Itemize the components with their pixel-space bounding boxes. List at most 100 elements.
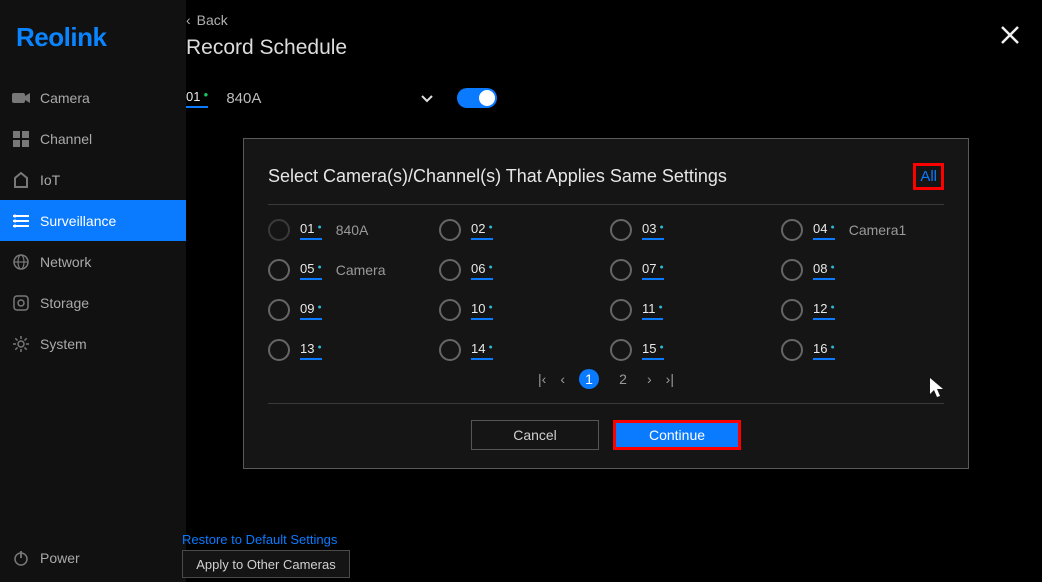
select-all-button[interactable]: All	[913, 163, 944, 190]
page-title: Record Schedule	[186, 36, 1042, 60]
status-dot-icon: ●	[659, 304, 663, 311]
sidebar-item-surveillance[interactable]: Surveillance	[0, 200, 186, 241]
divider	[268, 204, 944, 205]
camera-option[interactable]: 14●	[439, 339, 602, 361]
radio-icon	[781, 299, 803, 321]
status-dot-icon: ●	[830, 224, 834, 231]
radio-icon	[439, 259, 461, 281]
modal-actions: Cancel Continue	[268, 420, 944, 450]
sidebar-item-label: IoT	[40, 172, 60, 188]
page-first-button[interactable]: |‹	[538, 371, 546, 387]
back-button[interactable]: ‹ Back	[186, 12, 1042, 28]
close-button[interactable]	[1000, 24, 1020, 52]
camera-option[interactable]: 13●	[268, 339, 431, 361]
pagination: |‹ ‹ 1 2 › ›|	[268, 369, 944, 389]
channel-number: 05	[300, 261, 314, 276]
sidebar-power[interactable]: Power	[0, 534, 186, 582]
chevron-down-icon	[421, 95, 433, 103]
radio-icon	[610, 299, 632, 321]
status-dot-icon: ●	[830, 264, 834, 271]
camera-option[interactable]: 02●	[439, 219, 602, 241]
channel-number-badge: 09●	[300, 301, 322, 320]
sidebar: Reolink Camera Channel IoT Surveillance	[0, 0, 186, 582]
radio-icon	[268, 299, 290, 321]
channel-number-badge: 11●	[642, 301, 663, 320]
channel-number: 12	[813, 301, 827, 316]
radio-icon	[268, 259, 290, 281]
page-last-button[interactable]: ›|	[666, 371, 674, 387]
channel-number: 09	[300, 301, 314, 316]
camera-option[interactable]: 04● Camera1	[781, 219, 944, 241]
sidebar-item-label: System	[40, 336, 87, 352]
status-dot-icon: ●	[488, 344, 492, 351]
page-number[interactable]: 1	[579, 369, 599, 389]
camera-option[interactable]: 10●	[439, 299, 602, 321]
sidebar-item-channel[interactable]: Channel	[0, 118, 186, 159]
channel-number: 07	[642, 261, 656, 276]
channel-number: 08	[813, 261, 827, 276]
camera-option[interactable]: 11●	[610, 299, 773, 321]
channel-number: 04	[813, 221, 827, 236]
channel-number: 01	[186, 89, 200, 104]
surveillance-icon	[12, 212, 30, 230]
status-dot-icon: ●	[830, 344, 834, 351]
status-dot-icon: ●	[317, 264, 321, 271]
channel-selector-row: 01 ● 840A	[186, 88, 1042, 108]
channel-number-badge: 14●	[471, 341, 493, 360]
camera-option[interactable]: 06●	[439, 259, 602, 281]
channel-number-badge: 04●	[813, 221, 835, 240]
network-icon	[12, 253, 30, 271]
camera-option[interactable]: 12●	[781, 299, 944, 321]
radio-icon	[439, 299, 461, 321]
continue-button[interactable]: Continue	[613, 420, 741, 450]
sidebar-item-network[interactable]: Network	[0, 241, 186, 282]
camera-option[interactable]: 08●	[781, 259, 944, 281]
nav: Camera Channel IoT Surveillance Network	[0, 77, 186, 534]
status-dot-icon: ●	[659, 264, 663, 271]
chevron-left-icon: ‹	[186, 12, 191, 28]
channel-number: 11	[642, 301, 656, 316]
channel-number: 01	[300, 221, 314, 236]
channel-number-badge: 10●	[471, 301, 493, 320]
radio-icon	[610, 339, 632, 361]
radio-icon	[268, 219, 290, 241]
radio-icon	[439, 339, 461, 361]
page-next-button[interactable]: ›	[647, 371, 652, 387]
channel-number: 15	[642, 341, 656, 356]
cancel-button[interactable]: Cancel	[471, 420, 599, 450]
page-prev-button[interactable]: ‹	[560, 371, 565, 387]
divider	[268, 403, 944, 404]
sidebar-item-label: Network	[40, 254, 91, 270]
status-dot-icon: ●	[659, 224, 663, 231]
camera-label: 840A	[336, 222, 369, 238]
camera-option[interactable]: 05● Camera	[268, 259, 431, 281]
camera-option[interactable]: 16●	[781, 339, 944, 361]
camera-label: Camera1	[849, 222, 907, 238]
camera-option[interactable]: 09●	[268, 299, 431, 321]
schedule-toggle[interactable]	[457, 88, 497, 108]
camera-option[interactable]: 15●	[610, 339, 773, 361]
camera-grid: 01●840A02●03●04●Camera105●Camera06●07●08…	[268, 219, 944, 361]
channel-number-badge: 03●	[642, 221, 664, 240]
power-icon	[12, 549, 30, 567]
status-dot-icon: ●	[488, 304, 492, 311]
channel-number-badge: 06●	[471, 261, 493, 280]
channel-number: 02	[471, 221, 485, 236]
status-dot-icon: ●	[488, 224, 492, 231]
radio-icon	[610, 259, 632, 281]
channel-dropdown[interactable]	[421, 90, 433, 106]
sidebar-item-camera[interactable]: Camera	[0, 77, 186, 118]
apply-to-other-cameras-button[interactable]: Apply to Other Cameras	[182, 550, 350, 578]
restore-defaults-link[interactable]: Restore to Default Settings	[182, 532, 337, 547]
camera-option[interactable]: 03●	[610, 219, 773, 241]
radio-icon	[781, 339, 803, 361]
modal-title: Select Camera(s)/Channel(s) That Applies…	[268, 166, 727, 187]
camera-option[interactable]: 07●	[610, 259, 773, 281]
sidebar-item-iot[interactable]: IoT	[0, 159, 186, 200]
sidebar-item-storage[interactable]: Storage	[0, 282, 186, 323]
sidebar-item-system[interactable]: System	[0, 323, 186, 364]
channel-number: 10	[471, 301, 485, 316]
channel-name: 840A	[226, 90, 261, 107]
page-number[interactable]: 2	[613, 369, 633, 389]
camera-label: Camera	[336, 262, 386, 278]
